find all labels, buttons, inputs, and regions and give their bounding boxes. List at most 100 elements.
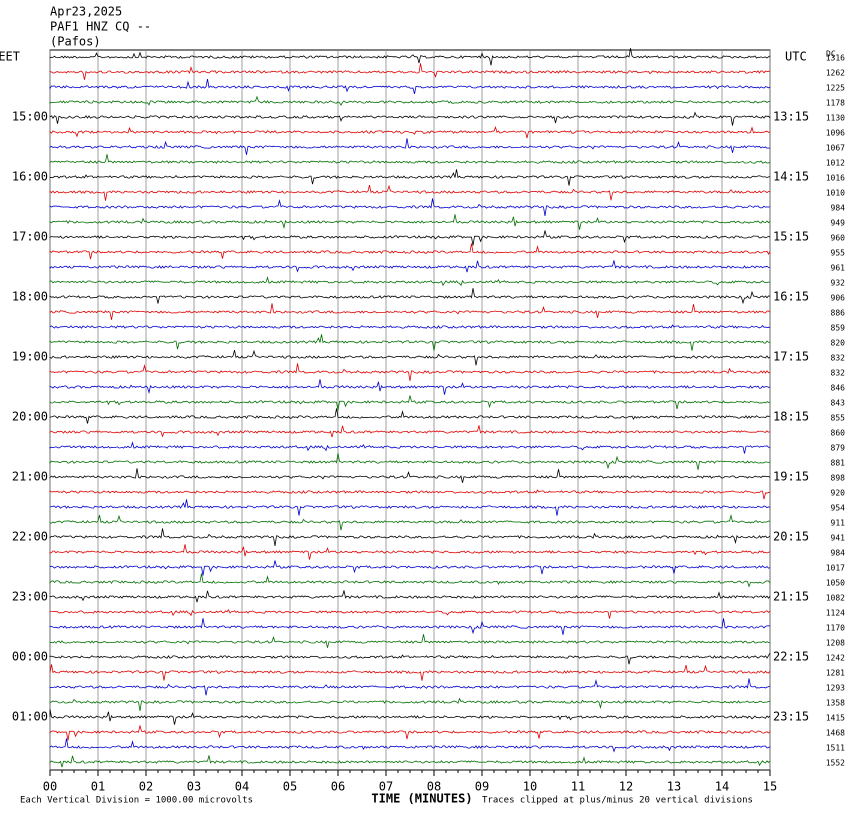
eet-label: 19:00 [12,350,48,364]
trace-offset: 1262 [826,69,845,78]
trace-offset: 1016 [826,174,845,183]
trace [49,288,771,305]
trace-offset: 911 [831,519,846,528]
trace [49,48,771,66]
utc-label: 19:15 [773,470,809,484]
header-station: PAF1 HNZ CQ -- [50,20,151,34]
eet-label: 20:00 [12,410,48,424]
trace-offset: 855 [831,414,846,423]
x-title: TIME (MINUTES) [371,792,472,806]
eet-label: 15:00 [12,110,48,124]
offset-title: DC [826,50,836,59]
trace [49,560,771,576]
utc-label: 22:15 [773,650,809,664]
trace-offset: 920 [831,489,846,498]
trace-offset: 843 [831,399,846,408]
x-tick-label: 10 [523,780,537,794]
x-tick-label: 01 [91,780,105,794]
trace-offset: 932 [831,279,846,288]
trace [49,334,771,351]
trace-offset: 1242 [826,654,845,663]
trace-offset: 906 [831,294,846,303]
trace [49,79,771,95]
eet-label: 00:00 [12,650,48,664]
trace-offset: 955 [831,249,846,258]
trace [49,709,771,725]
trace-offset: 949 [831,219,846,228]
trace [49,514,771,531]
trace [49,499,771,516]
x-tick-label: 05 [283,780,297,794]
trace-offset: 1170 [826,624,845,633]
trace [49,243,771,260]
trace [49,198,771,216]
trace [49,573,771,588]
x-tick-label: 07 [379,780,393,794]
plot-frame [49,49,771,771]
utc-label: 20:15 [773,530,809,544]
trace-offset: 941 [831,534,846,543]
trace-offset: 1293 [826,684,845,693]
trace-offset: 1281 [826,669,845,678]
trace [49,379,771,395]
x-tick-label: 08 [427,780,441,794]
trace-offset: 1552 [826,759,845,768]
trace [49,324,771,329]
trace [49,214,771,230]
trace-offset: 961 [831,264,846,273]
utc-label: 13:15 [773,110,809,124]
x-tick-label: 11 [571,780,585,794]
trace-offset: 1124 [826,609,845,618]
trace-offset: 879 [831,444,846,453]
trace [49,303,771,320]
trace [49,425,771,438]
trace [49,230,771,246]
trace-offset: 846 [831,384,846,393]
trace [49,138,771,155]
trace [49,453,771,470]
trace-offset: 898 [831,474,846,483]
trace [49,441,771,454]
trace [49,169,771,186]
trace [49,652,771,665]
eet-label: 23:00 [12,590,48,604]
trace [49,544,771,560]
trace [49,63,771,80]
trace-offset: 1067 [826,144,845,153]
eet-label: 16:00 [12,170,48,184]
trace-offset: 1082 [826,594,845,603]
trace-offset: 1017 [826,564,845,573]
x-tick-label: 14 [715,780,729,794]
trace-offset: 1511 [826,744,845,753]
eet-label: 18:00 [12,290,48,304]
trace-offset: 1012 [826,159,845,168]
trace-offset: 984 [831,549,846,558]
trace [49,154,771,164]
trace-offset: 1225 [826,84,845,93]
trace [49,697,771,711]
x-tick-label: 09 [475,780,489,794]
trace [49,125,771,139]
trace-offset: 832 [831,369,846,378]
trace-offset: 859 [831,324,846,333]
x-tick-label: 00 [43,780,57,794]
trace [49,489,771,500]
utc-label: 16:15 [773,290,809,304]
trace-offset: 820 [831,339,846,348]
utc-label: 17:15 [773,350,809,364]
right-zone: UTC [785,50,807,64]
trace [49,634,771,648]
trace-offset: 881 [831,459,846,468]
x-tick-label: 12 [619,780,633,794]
trace [49,349,771,366]
trace [49,528,771,546]
trace [49,738,771,753]
x-tick-label: 03 [187,780,201,794]
trace [49,276,771,287]
trace [49,590,771,603]
trace-offset: 960 [831,234,846,243]
eet-label: 22:00 [12,530,48,544]
trace [49,260,771,273]
utc-label: 23:15 [773,710,809,724]
